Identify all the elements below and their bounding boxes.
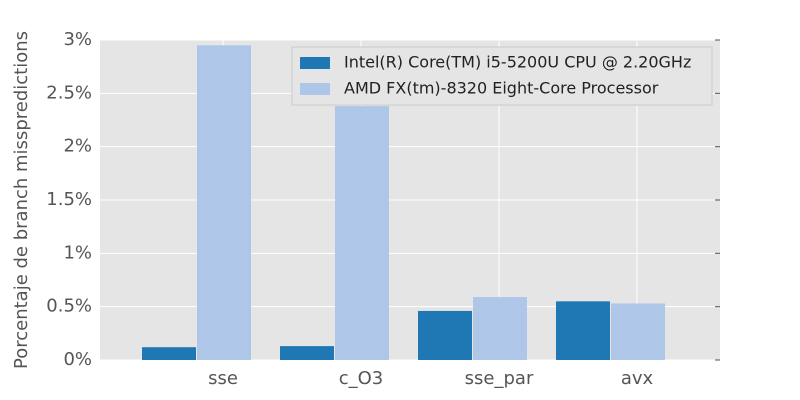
x-tick-label: sse: [208, 368, 238, 389]
x-tick-label: sse_par: [465, 368, 534, 389]
bar: [473, 297, 527, 360]
bar: [142, 347, 196, 360]
x-tick-label: c_O3: [339, 368, 384, 389]
legend-swatch: [300, 57, 330, 69]
y-tick-label: 2.5%: [46, 82, 92, 103]
legend-swatch: [300, 83, 330, 95]
x-tick-label: avx: [621, 368, 654, 389]
bar: [280, 346, 334, 360]
bar: [335, 106, 389, 360]
y-axis-label: Porcentaje de branch misspredictions: [11, 31, 32, 369]
legend-label: AMD FX(tm)-8320 Eight-Core Processor: [344, 79, 659, 98]
legend-box: [291, 46, 713, 106]
y-tick-label: 0.5%: [46, 296, 92, 317]
legend: Intel(R) Core(TM) i5-5200U CPU @ 2.20GHz…: [291, 46, 713, 106]
bar: [418, 310, 472, 360]
bar: [197, 45, 251, 360]
y-tick-label: 3%: [63, 29, 92, 50]
y-tick-label: 2%: [63, 136, 92, 157]
y-tick-label: 1.5%: [46, 189, 92, 210]
legend-label: Intel(R) Core(TM) i5-5200U CPU @ 2.20GHz: [344, 53, 691, 72]
bar: [556, 301, 610, 360]
y-tick-label: 1%: [63, 242, 92, 263]
y-tick-label: 0%: [63, 349, 92, 370]
bar: [611, 303, 665, 360]
